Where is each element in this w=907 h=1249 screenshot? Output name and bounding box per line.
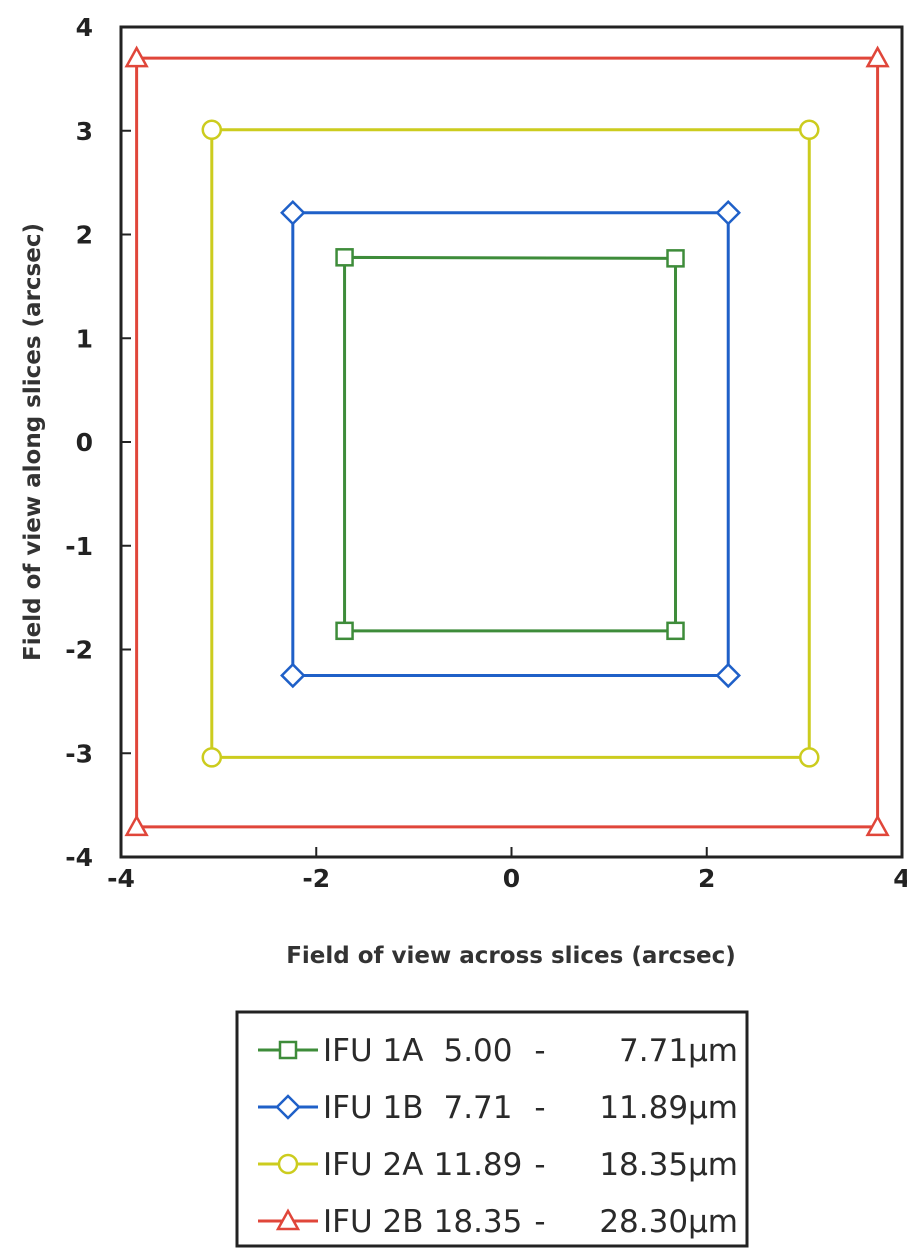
x-tick-label: 4 (893, 864, 907, 893)
y-tick-label: 2 (76, 221, 93, 250)
legend-range-dash: - (534, 1033, 545, 1069)
series-ifu-2a (201, 119, 820, 768)
legend-marker-triangle (275, 1208, 301, 1231)
data-point-circle (799, 119, 820, 140)
legend-entry: IFU 2B 18.35- 28.30µm (258, 1204, 738, 1240)
legend-range-dash: - (534, 1204, 545, 1240)
data-point-triangle (865, 814, 890, 837)
legend-range-dash: - (534, 1147, 545, 1183)
legend-entry: IFU 1B 7.71- 11.89µm (258, 1090, 738, 1126)
legend-range-start: 5.00 (443, 1033, 512, 1069)
data-point-square (335, 248, 354, 267)
y-tick-label: 0 (76, 428, 93, 457)
legend-box (235, 1010, 749, 1248)
data-point-square (666, 249, 685, 268)
axis-ticks: -4 -2 0 2 4 4 3 2 1 0 -1 -2 -3 -4 (65, 13, 907, 893)
y-tick-label: -1 (65, 532, 93, 561)
data-point-diamond (280, 662, 306, 689)
x-axis-label: Field of view across slices (arcsec) (286, 943, 736, 969)
legend-range-end: 7.71µm (619, 1033, 738, 1069)
y-tick-label: 4 (76, 13, 93, 42)
y-axis-label: Field of view along slices (arcsec) (20, 223, 46, 661)
y-tick-label: -4 (65, 843, 93, 872)
legend-range-start: 11.89 (434, 1147, 523, 1183)
y-tick-label: -3 (65, 739, 93, 768)
legend-range-end: 28.30µm (599, 1204, 738, 1240)
y-tick-label: -2 (65, 636, 93, 665)
legend-range-dash: - (534, 1090, 545, 1126)
legend-series-name: IFU 1A (323, 1033, 423, 1069)
data-point-circle (201, 747, 223, 768)
x-tick-label: -2 (302, 864, 330, 893)
y-tick-label: 1 (76, 324, 93, 353)
data-point-circle (201, 119, 223, 140)
data-point-triangle (124, 814, 149, 837)
data-point-diamond (715, 199, 741, 226)
legend-range-end: 11.89µm (599, 1090, 738, 1126)
data-point-diamond (715, 662, 741, 689)
data-point-square (666, 621, 685, 641)
series-ifu-1b (280, 199, 741, 689)
legend-series-name: IFU 2A (323, 1147, 423, 1183)
series-group (124, 45, 890, 837)
legend-marker-circle (277, 1153, 299, 1175)
series-ifu-1a (335, 248, 685, 641)
legend-entry: IFU 2A 11.89- 18.35µm (258, 1147, 738, 1183)
data-point-square (335, 621, 354, 641)
data-point-circle (799, 747, 820, 768)
legend-entry: IFU 1A 5.00- 7.71µm (258, 1033, 738, 1069)
legend-series-name: IFU 1B (323, 1090, 424, 1126)
x-tick-label: -4 (107, 864, 135, 893)
data-point-triangle (865, 45, 890, 68)
legend-range-end: 18.35µm (599, 1147, 738, 1183)
data-point-diamond (280, 199, 306, 226)
legend-series-name: IFU 2B (323, 1204, 424, 1240)
legend-marker-square (278, 1040, 298, 1060)
legend-range-start: 7.71 (443, 1090, 512, 1126)
legend-range-start: 18.35 (434, 1204, 523, 1240)
y-tick-label: 3 (76, 117, 93, 146)
legend-marker-diamond (275, 1094, 301, 1120)
series-ifu-2b (124, 45, 890, 837)
x-tick-label: 0 (503, 864, 520, 893)
plot-area (119, 25, 904, 859)
data-point-triangle (124, 45, 149, 68)
x-tick-label: 2 (698, 864, 715, 893)
